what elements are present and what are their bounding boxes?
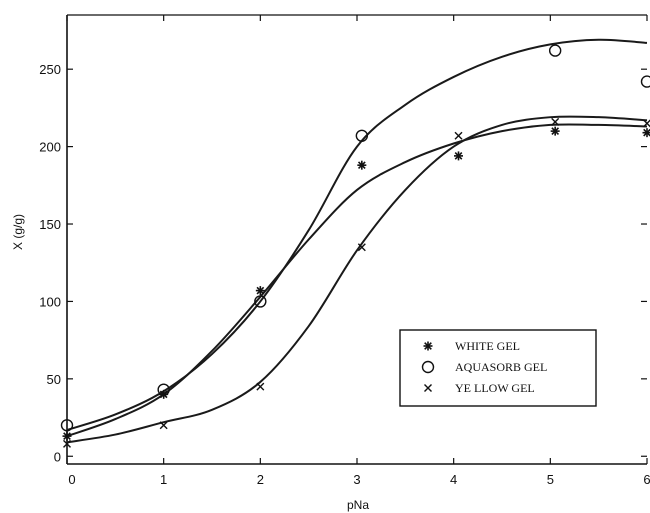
data-point-white-gel [357,160,367,170]
data-point-white-gel [642,128,650,138]
marker-circle [157,383,170,396]
x-tick-label: 2 [257,472,264,487]
marker-stroke [159,421,168,430]
x-axis-label: pNa [347,498,369,512]
marker-stroke [551,127,560,135]
data-point-white-gel [550,126,560,136]
marker-stroke [454,131,463,140]
marker-stroke [159,390,168,399]
marker-stroke [454,152,463,160]
data-point-aquasorb-gel [548,44,562,57]
y-tick-label: 200 [39,140,61,155]
data-point-aquasorb-gel [355,129,369,142]
data-point-aquasorb-gel [640,75,650,88]
marker-circle [548,44,562,57]
data-point-ye-llow-gel [256,382,265,391]
data-point-ye-llow-gel [454,131,463,140]
marker-stroke [643,119,650,128]
marker-stroke [551,117,560,126]
data-points [60,44,650,448]
marker-stroke [643,128,650,137]
x-tick-label: 3 [353,472,360,487]
data-point-aquasorb-gel [157,383,170,396]
marker-circle [60,419,74,432]
data-point-white-gel [159,389,169,399]
fit-curve-2 [66,115,648,444]
marker-circle [421,360,435,374]
y-tick-label: 100 [39,294,61,309]
data-point-ye-llow-gel [63,439,71,448]
y-axis-label: X (g/g) [11,214,25,250]
legend-marker-aquasorb-gel [421,360,435,374]
data-point-white-gel [255,286,265,296]
y-tick-label: 0 [54,449,61,464]
data-point-aquasorb-gel [254,295,267,308]
marker-stroke [63,439,71,448]
data-point-ye-llow-gel [159,421,168,430]
data-point-aquasorb-gel [60,419,74,432]
legend-marker-ye-llow-gel [424,384,432,392]
marker-stroke [63,432,71,440]
marker-stroke [357,243,366,252]
axis-ticks: 0 1 2 3 4 5 6 0 50 100 150 200 250 [39,15,650,487]
marker-stroke [424,384,432,392]
data-point-ye-llow-gel [357,243,366,252]
x-tick-label: 5 [547,472,554,487]
legend-box [399,329,597,407]
data-point-ye-llow-gel [551,117,560,126]
x-tick-label: 4 [450,472,457,487]
data-point-white-gel [62,431,72,441]
data-point-ye-llow-gel [643,119,650,128]
marker-stroke [424,342,432,350]
legend-label-aquasorb-gel: AQUASORB GEL [455,360,547,374]
y-tick-label: 250 [39,62,61,77]
marker-stroke [256,382,265,391]
x-tick-label: 1 [160,472,167,487]
legend-marker-white-gel [423,341,433,351]
marker-stroke [357,161,366,170]
y-tick-label: 50 [47,372,61,387]
legend-label-ye-llow-gel: YE LLOW GEL [455,381,535,395]
legend-label-white-gel: WHITE GEL [455,339,520,353]
marker-circle [254,295,267,308]
y-tick-label: 150 [39,217,61,232]
data-point-white-gel [454,151,463,161]
marker-circle [640,75,650,88]
marker-stroke [256,286,265,295]
marker-circle [355,129,369,142]
x-tick-label: 0 [68,472,75,487]
legend: WHITE GEL AQUASORB GEL YE LLOW GEL [399,329,597,407]
x-tick-label: 6 [643,472,650,487]
